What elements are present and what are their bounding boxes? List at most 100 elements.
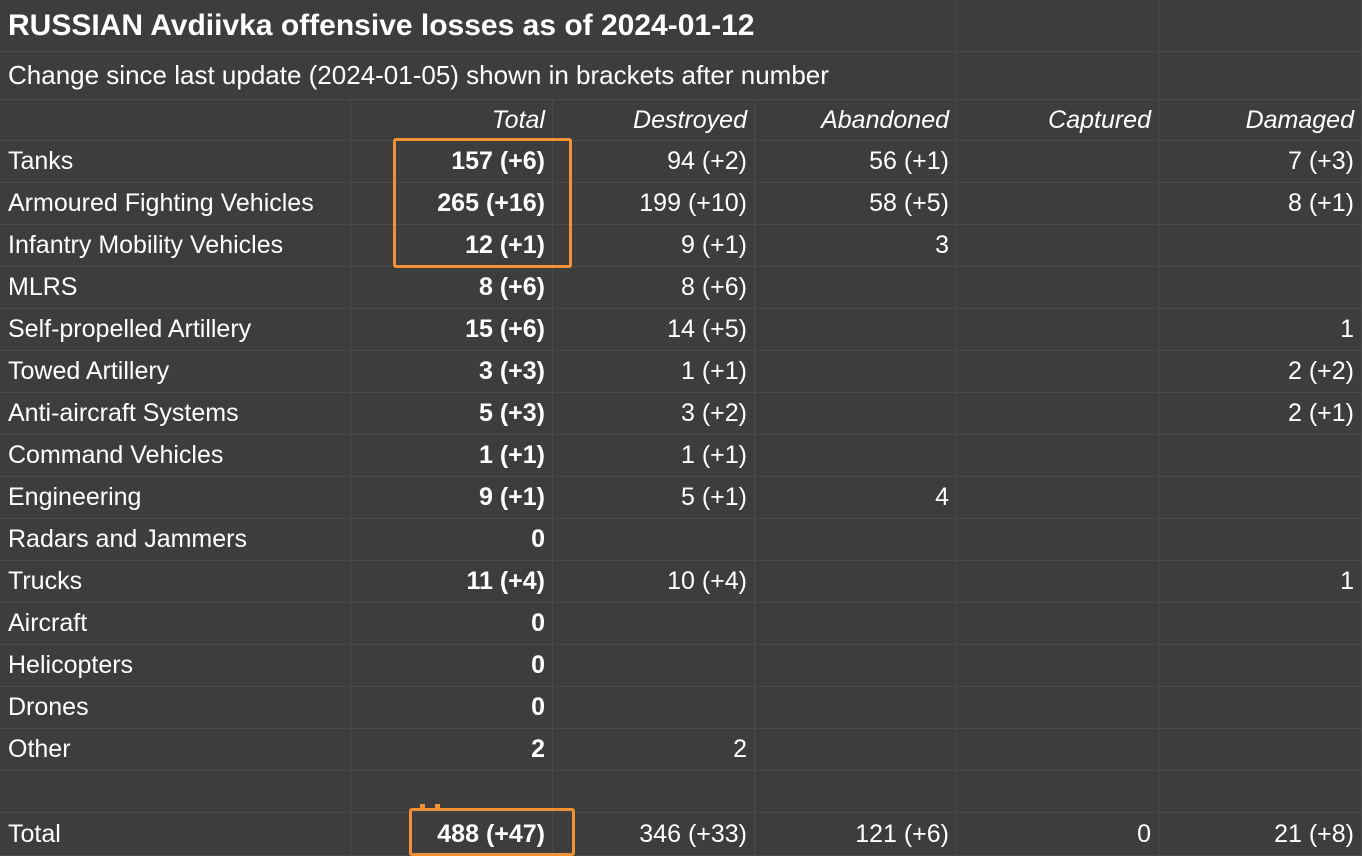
empty-cell[interactable] (1159, 0, 1362, 52)
cell-destroyed[interactable] (553, 645, 755, 687)
cell-abandoned[interactable] (755, 729, 957, 771)
cell-label[interactable]: Drones (0, 687, 351, 729)
empty-cell[interactable] (957, 771, 1159, 813)
cell-destroyed[interactable] (553, 687, 755, 729)
cell-label[interactable]: Other (0, 729, 351, 771)
cell-destroyed[interactable]: 1 (+1) (553, 435, 755, 477)
cell-damaged[interactable]: 2 (+2) (1159, 351, 1362, 393)
empty-cell[interactable] (0, 771, 351, 813)
cell-damaged[interactable] (1159, 267, 1362, 309)
totals-label[interactable]: Total (0, 813, 351, 856)
cell-captured[interactable] (957, 183, 1159, 225)
cell-abandoned[interactable] (755, 645, 957, 687)
totals-captured[interactable]: 0 (957, 813, 1159, 856)
totals-abandoned[interactable]: 121 (+6) (755, 813, 957, 856)
cell-total[interactable]: 8 (+6) (351, 267, 553, 309)
cell-captured[interactable] (957, 519, 1159, 561)
cell-abandoned[interactable] (755, 561, 957, 603)
cell-label[interactable]: Tanks (0, 141, 351, 183)
cell-damaged[interactable] (1159, 645, 1362, 687)
cell-captured[interactable] (957, 687, 1159, 729)
cell-destroyed[interactable]: 5 (+1) (553, 477, 755, 519)
cell-destroyed[interactable]: 2 (553, 729, 755, 771)
cell-damaged[interactable]: 8 (+1) (1159, 183, 1362, 225)
cell-damaged[interactable] (1159, 687, 1362, 729)
cell-abandoned[interactable] (755, 603, 957, 645)
cell-captured[interactable] (957, 225, 1159, 267)
cell-destroyed[interactable]: 199 (+10) (553, 183, 755, 225)
cell-total[interactable]: 15 (+6) (351, 309, 553, 351)
cell-label[interactable]: Radars and Jammers (0, 519, 351, 561)
header-abandoned[interactable]: Abandoned (755, 100, 957, 141)
header-total[interactable]: Total (351, 100, 553, 141)
totals-destroyed[interactable]: 346 (+33) (553, 813, 755, 856)
cell-total[interactable]: 5 (+3) (351, 393, 553, 435)
cell-captured[interactable] (957, 477, 1159, 519)
cell-damaged[interactable]: 1 (1159, 561, 1362, 603)
cell-total[interactable]: 11 (+4) (351, 561, 553, 603)
cell-abandoned[interactable]: 4 (755, 477, 957, 519)
cell-total[interactable]: 157 (+6) (351, 141, 553, 183)
cell-total[interactable]: 0 (351, 519, 553, 561)
cell-captured[interactable] (957, 393, 1159, 435)
cell-label[interactable]: MLRS (0, 267, 351, 309)
cell-label[interactable]: Anti-aircraft Systems (0, 393, 351, 435)
cell-damaged[interactable] (1159, 435, 1362, 477)
cell-abandoned[interactable] (755, 351, 957, 393)
cell-label[interactable]: Trucks (0, 561, 351, 603)
cell-abandoned[interactable] (755, 267, 957, 309)
empty-cell[interactable] (553, 771, 755, 813)
empty-cell[interactable] (1159, 771, 1362, 813)
cell-abandoned[interactable]: 3 (755, 225, 957, 267)
cell-label[interactable]: Infantry Mobility Vehicles (0, 225, 351, 267)
cell-captured[interactable] (957, 729, 1159, 771)
cell-abandoned[interactable] (755, 393, 957, 435)
cell-label[interactable]: Armoured Fighting Vehicles (0, 183, 351, 225)
empty-cell[interactable] (351, 771, 553, 813)
cell-destroyed[interactable]: 3 (+2) (553, 393, 755, 435)
empty-cell[interactable] (755, 771, 957, 813)
cell-abandoned[interactable] (755, 435, 957, 477)
cell-abandoned[interactable]: 58 (+5) (755, 183, 957, 225)
cell-captured[interactable] (957, 561, 1159, 603)
cell-label[interactable]: Helicopters (0, 645, 351, 687)
cell-abandoned[interactable]: 56 (+1) (755, 141, 957, 183)
cell-total[interactable]: 9 (+1) (351, 477, 553, 519)
cell-captured[interactable] (957, 351, 1159, 393)
cell-total[interactable]: 265 (+16) (351, 183, 553, 225)
cell-captured[interactable] (957, 309, 1159, 351)
header-damaged[interactable]: Damaged (1159, 100, 1362, 141)
cell-damaged[interactable] (1159, 225, 1362, 267)
cell-total[interactable]: 2 (351, 729, 553, 771)
cell-damaged[interactable] (1159, 519, 1362, 561)
cell-abandoned[interactable] (755, 519, 957, 561)
empty-cell[interactable] (957, 52, 1159, 100)
cell-damaged[interactable]: 1 (1159, 309, 1362, 351)
cell-label[interactable]: Self-propelled Artillery (0, 309, 351, 351)
cell-label[interactable]: Command Vehicles (0, 435, 351, 477)
sheet-title[interactable]: RUSSIAN Avdiivka offensive losses as of … (0, 0, 957, 52)
sheet-subtitle[interactable]: Change since last update (2024-01-05) sh… (0, 52, 957, 100)
cell-captured[interactable] (957, 603, 1159, 645)
cell-destroyed[interactable]: 9 (+1) (553, 225, 755, 267)
cell-label[interactable]: Towed Artillery (0, 351, 351, 393)
header-captured[interactable]: Captured (957, 100, 1159, 141)
cell-abandoned[interactable] (755, 687, 957, 729)
cell-damaged[interactable] (1159, 603, 1362, 645)
cell-damaged[interactable]: 7 (+3) (1159, 141, 1362, 183)
cell-label[interactable]: Aircraft (0, 603, 351, 645)
cell-total[interactable]: 0 (351, 603, 553, 645)
cell-abandoned[interactable] (755, 309, 957, 351)
header-label[interactable] (0, 100, 351, 141)
cell-total[interactable]: 3 (+3) (351, 351, 553, 393)
empty-cell[interactable] (1159, 52, 1362, 100)
cell-destroyed[interactable] (553, 519, 755, 561)
empty-cell[interactable] (957, 0, 1159, 52)
header-destroyed[interactable]: Destroyed (553, 100, 755, 141)
cell-destroyed[interactable] (553, 603, 755, 645)
cell-destroyed[interactable]: 1 (+1) (553, 351, 755, 393)
totals-damaged[interactable]: 21 (+8) (1159, 813, 1362, 856)
cell-captured[interactable] (957, 141, 1159, 183)
cell-destroyed[interactable]: 8 (+6) (553, 267, 755, 309)
cell-damaged[interactable]: 2 (+1) (1159, 393, 1362, 435)
